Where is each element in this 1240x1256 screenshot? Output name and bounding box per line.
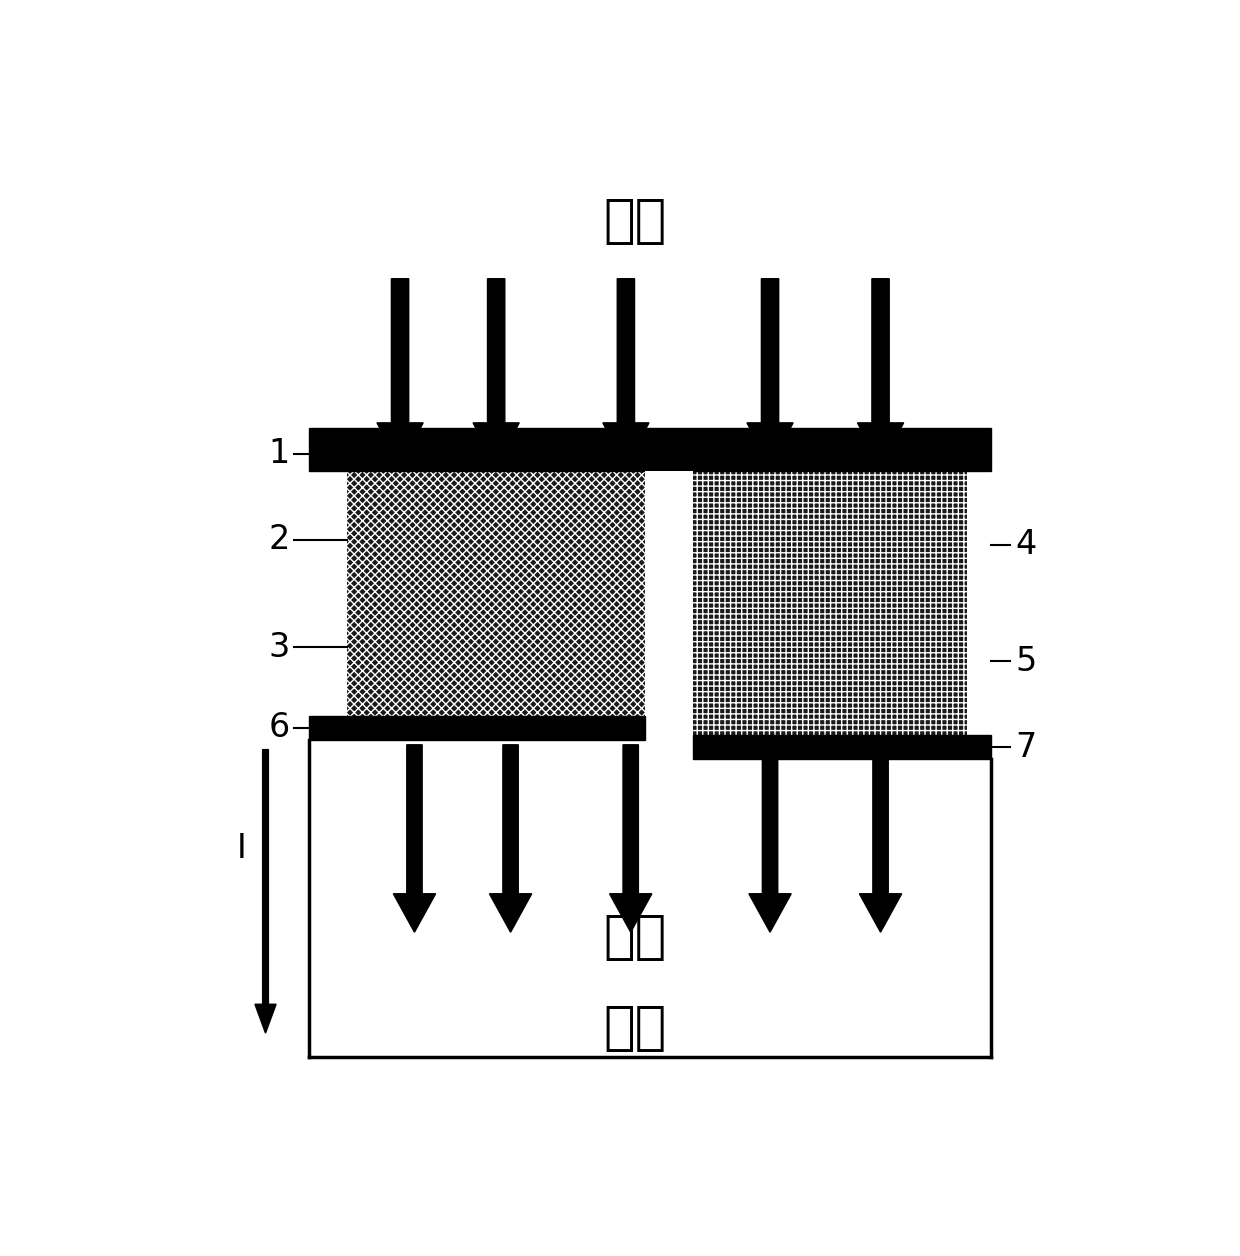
FancyArrow shape [603, 279, 649, 466]
FancyArrow shape [393, 745, 435, 932]
Bar [645, 471, 693, 716]
Bar [693, 735, 991, 759]
FancyArrow shape [474, 279, 520, 466]
FancyArrow shape [610, 745, 652, 932]
Bar [693, 471, 967, 735]
Bar [347, 471, 645, 716]
FancyArrow shape [377, 279, 423, 466]
FancyArrow shape [749, 745, 791, 932]
Text: 1: 1 [268, 437, 290, 470]
Text: 3: 3 [268, 631, 290, 664]
Bar [347, 471, 645, 716]
Text: 负载: 负载 [604, 1002, 667, 1054]
Text: 7: 7 [1016, 731, 1037, 764]
FancyArrow shape [858, 279, 904, 466]
Text: 5: 5 [1016, 644, 1037, 678]
FancyArrow shape [859, 745, 901, 932]
FancyArrow shape [746, 279, 794, 466]
FancyArrow shape [255, 750, 277, 1034]
Bar [693, 471, 967, 735]
Bar [309, 716, 645, 740]
Text: 6: 6 [268, 711, 290, 745]
Bar [309, 427, 991, 471]
Text: I: I [237, 831, 247, 864]
Text: 热源: 热源 [604, 195, 667, 247]
Text: 4: 4 [1016, 529, 1037, 561]
FancyArrow shape [490, 745, 532, 932]
Text: 冷源: 冷源 [604, 911, 667, 963]
Text: 2: 2 [268, 522, 290, 556]
